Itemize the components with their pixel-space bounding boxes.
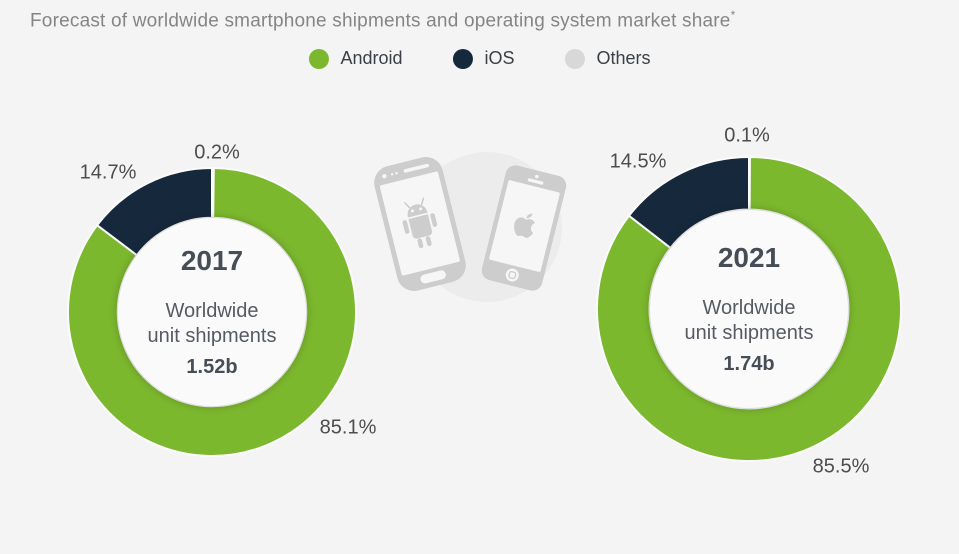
donut-center-2017: 2017 Worldwide unit shipments 1.52b [117, 217, 307, 407]
slice-label-ios-2021: 14.5% [609, 150, 667, 173]
donut-year-2021: 2021 [717, 242, 781, 273]
android-phone-icon [374, 157, 466, 291]
donut-slice-android-2017 [67, 167, 357, 457]
donut-slice-android-2021 [596, 156, 902, 462]
page-title: Forecast of worldwide smartphone shipmen… [30, 8, 735, 32]
legend-label-ios: iOS [484, 48, 515, 68]
apple-phone-icon [481, 165, 567, 291]
donut-center-value-2017: 1.52b [186, 356, 238, 378]
others-legend-dot-icon [564, 48, 585, 69]
apple-logo-icon [514, 213, 535, 238]
page-title-text: Forecast of worldwide smartphone shipmen… [30, 10, 731, 32]
legend-label-android: Android [340, 48, 403, 68]
android-robot-icon [402, 197, 438, 249]
donut-center-label-2017: Worldwide unit shipments [147, 300, 277, 347]
slice-label-android-2021: 85.5% [812, 455, 870, 478]
android-legend-dot-icon [308, 48, 329, 69]
donut-center-label-2021: Worldwide unit shipments [684, 297, 814, 344]
legend-item-android: Android [308, 48, 403, 69]
legend-item-ios: iOS [452, 48, 515, 69]
slice-label-android-2017: 85.1% [319, 416, 377, 439]
slice-label-ios-2017: 14.7% [79, 161, 137, 184]
legend-item-others: Others [564, 48, 651, 69]
ios-legend-dot-icon [452, 48, 473, 69]
slice-label-others-2017: 0.2% [194, 141, 240, 164]
donut-center-value-2021: 1.74b [723, 353, 775, 375]
title-footnote-marker: * [730, 8, 736, 22]
donut-chart-2017: 2017 Worldwide unit shipments 1.52b [67, 167, 357, 457]
donut-ring-2017 [67, 167, 357, 457]
slice-label-others-2021: 0.1% [724, 124, 770, 147]
donut-year-2017: 2017 [180, 245, 244, 276]
legend: Android iOS Others [308, 48, 651, 69]
donut-center-2021: 2021 Worldwide unit shipments 1.74b [649, 209, 849, 409]
legend-label-others: Others [596, 48, 651, 68]
donut-chart-2021: 2021 Worldwide unit shipments 1.74b [596, 156, 902, 462]
